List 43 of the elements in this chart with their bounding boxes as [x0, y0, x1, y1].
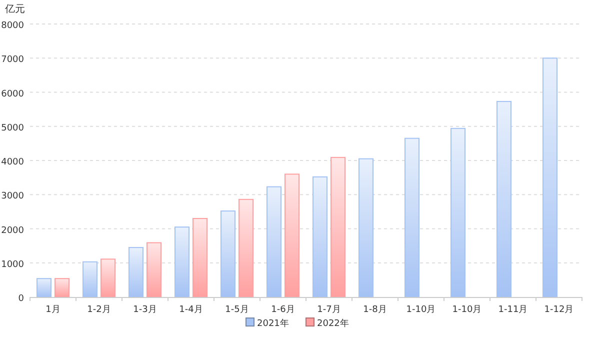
- x-tick-label: 1-5月: [225, 305, 249, 315]
- y-tick-label: 0: [18, 294, 24, 304]
- bar: [542, 58, 558, 298]
- y-tick-label: 4000: [1, 158, 24, 168]
- x-tick-label: 1-7月: [317, 305, 341, 315]
- bar: [54, 278, 70, 298]
- bar: [496, 100, 512, 298]
- y-tick-label: 8000: [1, 21, 24, 31]
- y-tick-label: 2000: [1, 226, 24, 236]
- x-tick-label: 1-10月: [452, 305, 482, 315]
- y-axis-title: 亿元: [4, 4, 25, 15]
- y-tick-label: 6000: [1, 89, 24, 100]
- bar: [404, 138, 420, 298]
- x-tick-label: 1-8月: [363, 305, 387, 315]
- bar: [358, 158, 374, 298]
- bar: [174, 226, 190, 298]
- legend-label: 2021年: [257, 318, 289, 329]
- y-tick-label: 1000: [1, 260, 24, 270]
- bar: [330, 156, 346, 298]
- x-tick-label: 1-11月: [498, 305, 528, 315]
- bar: [238, 198, 254, 298]
- bar: [450, 128, 466, 298]
- bar: [146, 242, 162, 298]
- x-tick-label: 1-2月: [87, 305, 111, 315]
- y-tick-label: 5000: [1, 123, 24, 134]
- bar: [312, 176, 328, 298]
- bar: [284, 174, 300, 298]
- y-tick-label: 7000: [1, 55, 24, 66]
- x-tick-label: 1-6月: [271, 305, 295, 315]
- bar: [266, 186, 282, 298]
- x-tick-label: 1-12月: [544, 305, 574, 315]
- bar: [192, 218, 208, 298]
- y-tick-label: 3000: [1, 192, 24, 202]
- x-tick-label: 1月: [46, 305, 60, 315]
- bar: [128, 247, 144, 298]
- x-tick-label: 1-3月: [133, 305, 157, 315]
- bar: [82, 261, 98, 298]
- x-tick-label: 1-4月: [179, 305, 203, 315]
- x-tick-label: 1-10月: [406, 305, 436, 315]
- bar: [220, 210, 236, 298]
- bar: [100, 258, 116, 298]
- legend-label: 2022年: [317, 318, 349, 329]
- bar: [36, 278, 52, 298]
